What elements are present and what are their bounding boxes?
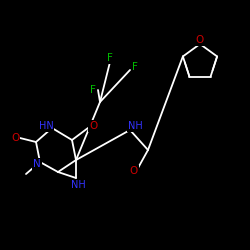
Text: O: O bbox=[130, 166, 138, 176]
Text: F: F bbox=[132, 62, 138, 72]
Text: O: O bbox=[11, 133, 19, 143]
Text: N: N bbox=[33, 159, 41, 169]
Text: O: O bbox=[89, 121, 97, 131]
Text: NH: NH bbox=[128, 121, 142, 131]
Text: HN: HN bbox=[38, 121, 54, 131]
Text: O: O bbox=[196, 35, 204, 45]
Text: NH: NH bbox=[71, 180, 86, 190]
Text: F: F bbox=[90, 85, 96, 95]
Text: F: F bbox=[107, 53, 113, 63]
